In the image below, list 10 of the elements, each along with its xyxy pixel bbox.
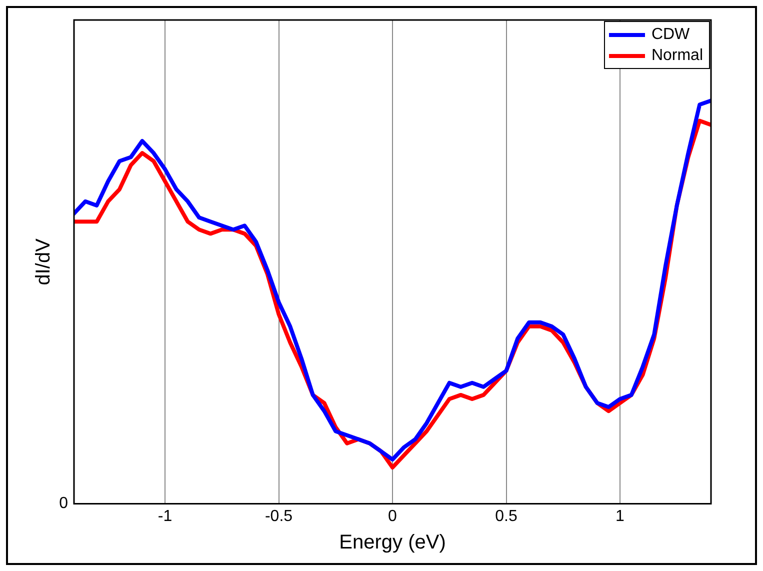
legend-label: Normal <box>651 46 703 66</box>
x-tick-label: -0.5 <box>264 508 293 525</box>
x-tick-label: 0.5 <box>495 508 518 525</box>
x-tick-label: -1 <box>158 508 172 525</box>
x-tick-label: 0 <box>388 508 398 525</box>
x-tick-label: 1 <box>616 508 625 525</box>
y-axis-title: dI/dV <box>32 238 55 286</box>
legend-label: CDW <box>651 25 690 45</box>
text: 0 <box>59 495 68 512</box>
x-axis-title: Energy (eV) <box>339 532 446 554</box>
